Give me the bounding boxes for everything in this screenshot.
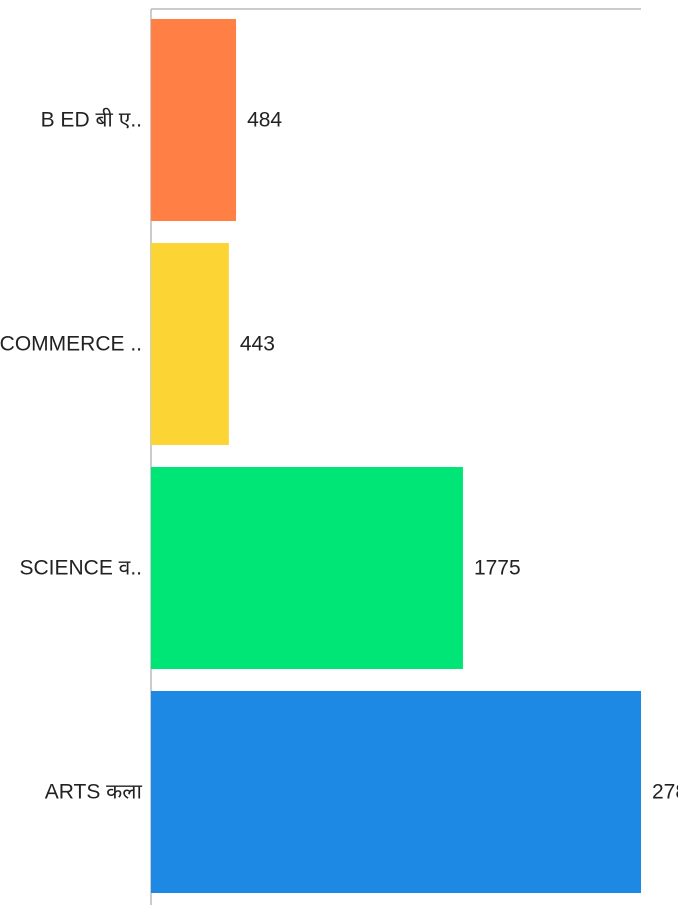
category-label: COMMERCE .. [0, 333, 142, 356]
category-label: SCIENCE व.. [19, 557, 142, 580]
bar [151, 19, 237, 221]
bar [151, 691, 641, 893]
value-label: 2788 [652, 781, 678, 804]
bar [151, 467, 463, 669]
value-label: 443 [240, 333, 275, 356]
category-label: B ED बी ए.. [41, 108, 142, 132]
value-label: 1775 [474, 557, 521, 580]
bar [151, 243, 229, 445]
category-label: ARTS कला [45, 781, 143, 804]
value-label: 484 [247, 109, 282, 132]
